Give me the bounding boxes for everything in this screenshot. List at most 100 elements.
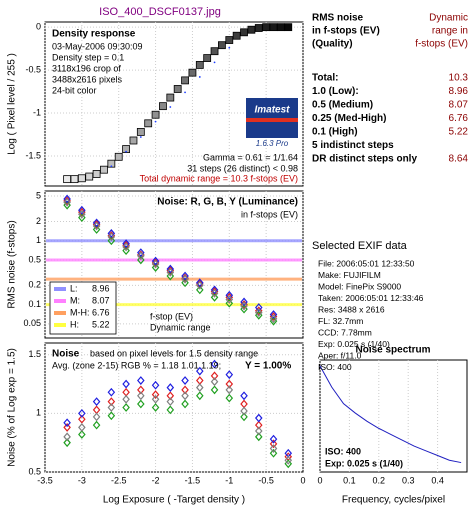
noise-point <box>240 391 248 401</box>
noise-point <box>92 397 101 407</box>
noise-point <box>284 459 293 469</box>
logo-version: 1.6.3 Pro <box>256 139 289 148</box>
density-point <box>188 68 197 77</box>
exif-line: FL: 32.7mm <box>318 316 363 326</box>
x-tick-label: -2 <box>152 475 160 485</box>
noise-point <box>151 394 160 404</box>
annotation: 03-May-2006 09:30:09 <box>52 41 143 51</box>
noise-point <box>137 385 145 395</box>
fit-point <box>169 106 172 108</box>
noise-point <box>122 394 130 404</box>
noise-point <box>63 423 71 432</box>
results-label: 0.1 (High) <box>312 127 358 138</box>
noise-point <box>181 271 189 281</box>
density-point <box>166 93 175 102</box>
chart-subtitle: in f-stops (EV) <box>241 209 298 219</box>
noise-point <box>181 376 189 385</box>
noise-point <box>122 246 130 256</box>
noise-point <box>225 290 234 300</box>
noise-point <box>92 221 101 231</box>
exif-line: ISO: 400 <box>318 362 352 372</box>
noise-point <box>92 225 101 234</box>
noise-point <box>240 412 248 422</box>
noise-point <box>225 385 234 395</box>
spectrum-line <box>319 365 462 464</box>
results-value: 10.3 <box>449 73 469 84</box>
results-header: RMS noise <box>312 13 364 24</box>
plot-area <box>44 342 304 473</box>
y-tick-label: 0 <box>36 22 41 32</box>
results-label: 5 indistinct steps <box>312 140 394 151</box>
chart-title: Noise spectrum <box>355 345 430 356</box>
results-label: 1.0 (Low): <box>312 86 359 97</box>
noise-point <box>166 264 175 274</box>
x-tick-label: 0 <box>317 475 322 485</box>
logo-band <box>246 118 298 122</box>
noise-summary: Y = 1.00% <box>245 361 291 372</box>
noise-point <box>78 408 86 418</box>
x-tick-label: 0 <box>300 475 305 485</box>
y-axis-label: Noise (% of Log exp = 1.5) <box>7 348 18 467</box>
legend-label: M: <box>70 295 80 305</box>
noise-point <box>254 308 263 317</box>
noise-point <box>137 376 145 385</box>
noise-point <box>269 310 278 319</box>
density-point <box>247 25 256 34</box>
density-point <box>77 174 86 183</box>
x-tick-label: -1 <box>225 475 233 485</box>
results-label: DR distinct steps only <box>312 154 417 165</box>
noise-point <box>269 314 278 324</box>
noise-point <box>63 418 71 428</box>
noise-point <box>122 379 130 389</box>
noise-point <box>210 371 219 381</box>
y-axis-label: Log ( Pixel level / 255 ) <box>7 53 18 155</box>
noise-point <box>240 301 248 311</box>
density-point <box>100 165 108 174</box>
y-tick-label: 1 <box>36 408 41 418</box>
note: 31 steps (26 distinct) < 0.98 <box>187 163 298 173</box>
annotation: 24-bit color <box>52 85 97 95</box>
noise-point <box>196 366 204 376</box>
x-axis-label: Frequency, cycles/pixel <box>342 495 445 506</box>
results-label: Total: <box>312 73 338 84</box>
density-point <box>159 102 167 111</box>
density-point <box>129 136 138 145</box>
legend-label: M-H: <box>70 307 90 317</box>
x-tick-label: 0.3 <box>402 475 415 485</box>
density-point <box>92 170 101 178</box>
noise-point <box>181 391 189 401</box>
noise-point <box>107 411 116 421</box>
density-point <box>218 41 226 50</box>
fit-point <box>198 76 201 78</box>
density-point <box>70 175 79 184</box>
results-label: 0.5 (Medium) <box>312 100 373 111</box>
noise-point <box>151 259 160 269</box>
noise-point <box>181 399 189 409</box>
exif-line: Make: FUJIFILM <box>318 270 381 280</box>
density-point <box>107 159 116 168</box>
noise-point <box>196 280 204 290</box>
noise-point <box>269 448 278 458</box>
noise-point <box>166 405 175 415</box>
noise-point <box>225 298 234 308</box>
legend-label: H: <box>70 319 79 329</box>
exif-line: Res: 3488 x 2616 <box>318 304 385 314</box>
noise-point <box>107 229 116 238</box>
noise-point <box>92 412 101 422</box>
noise-point <box>107 232 116 242</box>
chart-subtitle: based on pixel levels for 1.5 density ra… <box>90 348 258 358</box>
chart-title: Density response <box>52 29 136 40</box>
density-point <box>269 23 278 32</box>
annotation: Avg. (zone 2-15) RGB % = 1.18 1.01 1.19; <box>52 360 221 370</box>
noise-point <box>166 391 175 401</box>
density-point <box>85 172 94 181</box>
results-value: 6.76 <box>449 113 469 124</box>
exif-line: Taken: 2006:05:01 12:33:46 <box>318 293 424 303</box>
noise-point <box>225 379 234 389</box>
legend-label: L: <box>70 283 78 293</box>
note: f-stop (EV) <box>150 311 193 321</box>
y-tick-label: 1.5 <box>28 349 41 359</box>
noise-point <box>269 434 278 444</box>
noise-point <box>78 414 86 424</box>
